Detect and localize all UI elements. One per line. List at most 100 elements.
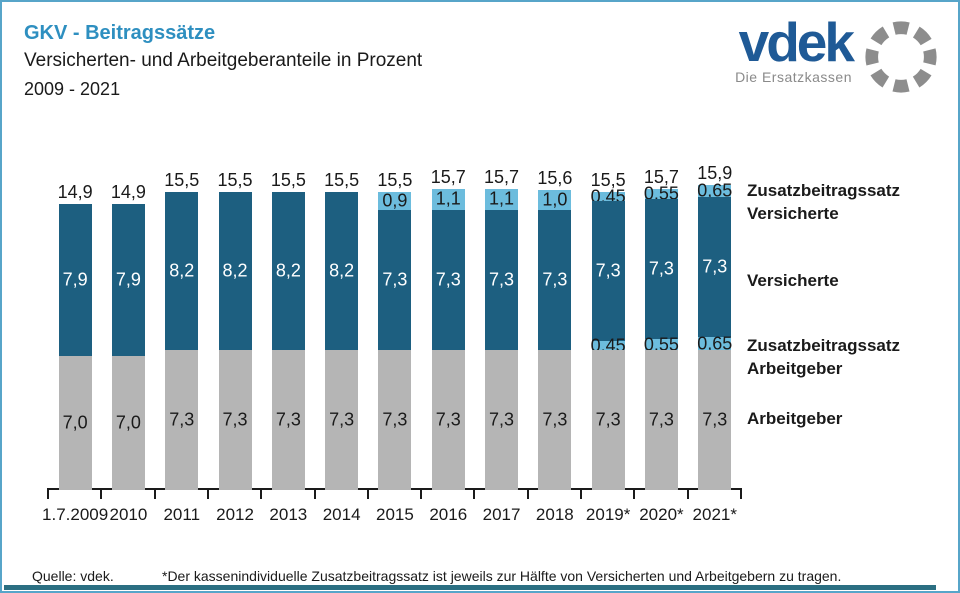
segment-zusatzbeitragssatz-arbeitgeber: 0,65 [697, 333, 732, 353]
segment-versicherte: 7,9 [111, 203, 145, 356]
segment-versicherte: 7,3 [644, 199, 678, 340]
segment-zusatzbeitragssatz-versicherte: 1,0 [538, 190, 572, 210]
x-axis-tick [686, 490, 689, 499]
bar-2019: 15,5 0,45 7,3 0,45 7,3 [591, 170, 626, 490]
x-axis-tick-label: 2015 [376, 505, 414, 524]
bar-total-label: 14,9 [57, 181, 93, 202]
bar-2012: 15,5 8,2 7,3 [218, 170, 253, 490]
logo-wordmark: vdek [738, 11, 855, 73]
segment-value-label: 7,3 [542, 269, 568, 290]
x-axis-tick-label: 2016 [429, 505, 468, 524]
segment-arbeitgeber: 7,3 [431, 349, 465, 490]
segment-value-label: 0,55 [643, 334, 679, 355]
bar-total-label: 15,7 [643, 166, 679, 187]
segment-versicherte: 7,3 [378, 209, 412, 350]
footer-source: Quelle: vdek. [32, 568, 114, 584]
segment-arbeitgeber: 7,3 [325, 349, 359, 490]
x-axis-tick [739, 490, 742, 499]
bar-total-label: 15,5 [217, 170, 253, 191]
x-axis-tick-label: 2014 [322, 505, 361, 524]
x-axis-tick [526, 490, 529, 499]
segment-versicherte: 8,2 [271, 192, 305, 350]
segment-value-label: 1,0 [542, 189, 568, 210]
x-axis-tick-label: 2020* [639, 505, 684, 524]
x-axis-tick [473, 490, 476, 499]
segment-versicherte: 7,3 [431, 209, 465, 350]
logo-tagline: Die Ersatzkassen [735, 69, 852, 86]
segment-value-label: 7,3 [275, 409, 301, 430]
bar-2018: 15,6 1,0 7,3 7,3 [537, 168, 572, 490]
segment-zusatzbeitragssatz-versicherte: 0,55 [644, 183, 679, 203]
segment-value-label: 7,3 [435, 269, 461, 290]
segment-value-label: 7,9 [62, 269, 88, 290]
x-axis-tick-label: 2017 [482, 505, 521, 524]
page-title: GKV - Beitragssätze [24, 22, 216, 44]
x-axis-tick [100, 490, 103, 499]
x-axis-tick [153, 490, 156, 499]
x-axis-tick-label: 2011 [163, 505, 201, 524]
bar-total-label: 15,7 [484, 166, 520, 187]
series-label-arbeitgeber: Arbeitgeber [747, 407, 842, 430]
series-label-line: Zusatzbeitragssatz [747, 336, 901, 355]
bar-total-label: 15,9 [697, 162, 733, 183]
x-axis-tick [313, 490, 316, 499]
series-label-versicherte: Versicherte [747, 269, 839, 292]
page-subtitle: Versicherten- und Arbeitgeberanteile in … [24, 50, 423, 71]
x-axis-tick [420, 490, 423, 499]
x-axis-tick-label: 2021* [692, 505, 737, 524]
series-label-line: Arbeitgeber [747, 409, 843, 428]
segment-zusatzbeitragssatz-versicherte: 1,1 [431, 188, 465, 210]
segment-arbeitgeber: 7,3 [644, 349, 678, 490]
series-label-line: Arbeitgeber [747, 359, 843, 378]
footer-footnote: *Der kassenindividuelle Zusatzbeitragssa… [162, 568, 842, 584]
bar-2014: 15,5 8,2 7,3 [324, 170, 359, 490]
bar-2013: 15,5 8,2 7,3 [271, 170, 306, 490]
segment-zusatzbeitragssatz-versicherte: 0,65 [697, 180, 732, 200]
segment-zusatzbeitragssatz-versicherte: 0,9 [378, 191, 412, 211]
segment-value-label: 7,3 [648, 258, 674, 279]
bar-2016: 15,7 1,1 7,3 7,3 [431, 167, 466, 490]
segment-arbeitgeber: 7,3 [698, 349, 732, 490]
segment-value-label: 7,3 [489, 269, 515, 290]
segment-value-label: 7,0 [62, 412, 88, 433]
segment-value-label: 0,9 [382, 190, 408, 211]
segment-zusatzbeitragssatz-arbeitgeber: 0,55 [644, 334, 679, 354]
logo-text: vdek Die Ersatzkassen [735, 11, 855, 86]
x-axis-tick [366, 490, 369, 499]
x-axis-tick [633, 490, 636, 499]
segment-arbeitgeber: 7,0 [111, 355, 145, 490]
segment-zusatzbeitragssatz-versicherte: 0,45 [591, 186, 626, 206]
bar-total-label: 15,5 [324, 170, 360, 191]
segment-value-label: 8,2 [275, 260, 301, 281]
segment-value-label: 7,3 [435, 409, 461, 430]
series-label-line: Versicherte [747, 204, 839, 223]
segment-versicherte: 7,3 [485, 209, 519, 350]
header: GKV - Beitragssätze Versicherten- und Ar… [24, 22, 422, 100]
bar-2011: 15,5 8,2 7,3 [164, 170, 199, 490]
segment-versicherte: 8,2 [218, 192, 252, 350]
x-axis-tick [580, 490, 582, 499]
segment-arbeitgeber: 7,3 [378, 349, 412, 490]
bar-2017: 15,7 1,1 7,3 7,3 [484, 167, 519, 490]
bar-total-label: 15,5 [164, 170, 200, 191]
segment-zusatzbeitragssatz-arbeitgeber: 0,45 [591, 335, 626, 355]
x-axis-tick-label: 2013 [269, 505, 308, 524]
x-axis-tick [47, 490, 49, 499]
x-axis-tick-label: 2010 [109, 505, 148, 524]
logo-dotted-ring-icon [865, 21, 937, 93]
footer-accent-bar [4, 585, 936, 590]
segment-arbeitgeber: 7,3 [485, 349, 519, 490]
x-axis-tick-label: 1.7.2009 [42, 505, 109, 524]
x-axis-tick-label: 2012 [216, 505, 254, 524]
segment-value-label: 7,0 [115, 412, 141, 433]
segment-value-label: 8,2 [329, 260, 355, 281]
bar-1.7.2009: 14,9 7,9 7,0 [58, 182, 93, 490]
x-axis-tick [206, 490, 209, 499]
segment-value-label: 1,1 [435, 188, 461, 209]
series-label-zusatzbeitragssatz-arbeitgeber: Zusatzbeitragssatz Arbeitgeber [747, 334, 900, 380]
segment-value-label: 8,2 [222, 260, 248, 281]
segment-value-label: 7,9 [115, 269, 141, 290]
bar-total-label: 15,6 [537, 168, 573, 189]
